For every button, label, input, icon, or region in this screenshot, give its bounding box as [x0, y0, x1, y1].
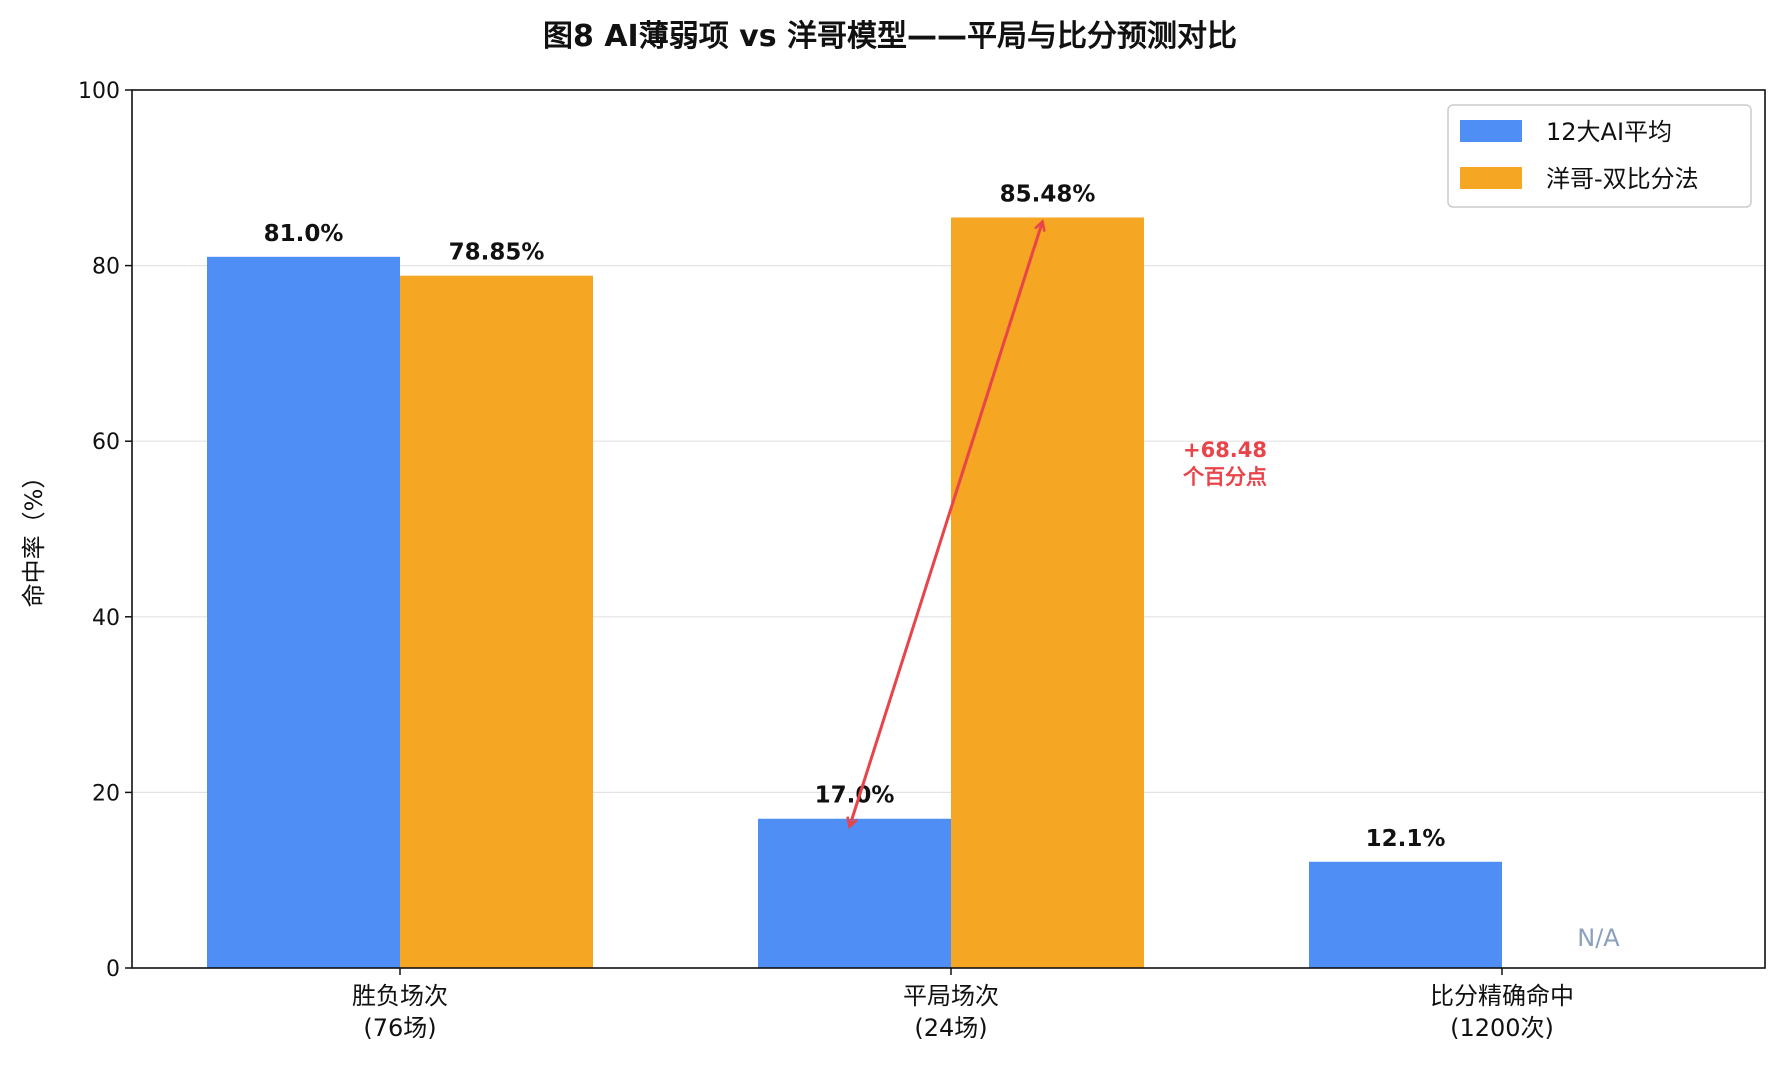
annotation-text: 个百分点 [1183, 465, 1267, 489]
bar [1309, 861, 1502, 968]
axes-layer: 0 20 40 60 80 100 胜负场次 (76场) 平局场次 (24场) 比分精确命中 (120… [78, 79, 1766, 1042]
legend-box [1447, 104, 1752, 208]
data-label: 17.0% [815, 783, 895, 809]
x-tick-label: 胜负场次 [352, 982, 448, 1010]
y-tick-label: 40 [92, 606, 120, 631]
labels-layer: 81.0% 17.0% 12.1% 78.85% 85.48% N/A [264, 181, 1621, 952]
data-label: 81.0% [264, 221, 344, 247]
annotation-layer: +68.48 个百分点 [850, 221, 1267, 826]
annotation-text: +68.48 [1183, 438, 1267, 462]
y-tick-label: 100 [78, 79, 120, 104]
legend-label: 12大AI平均 [1546, 118, 1672, 146]
bar [400, 275, 593, 968]
data-label: 85.48% [1000, 181, 1096, 207]
legend-label: 洋哥-双比分法 [1546, 165, 1699, 193]
x-tick-label: 平局场次 [903, 982, 999, 1010]
x-tick-label: 比分精确命中 [1430, 982, 1574, 1010]
annotation-arrow [850, 221, 1043, 826]
legend-swatch [1460, 167, 1522, 189]
legend-swatch [1460, 120, 1522, 142]
na-label: N/A [1577, 924, 1620, 952]
y-tick-label: 80 [92, 255, 120, 280]
x-tick-label: (76场) [363, 1014, 436, 1042]
y-tick-label: 0 [106, 957, 120, 982]
y-tick-label: 60 [92, 430, 120, 455]
data-label: 78.85% [449, 240, 545, 266]
y-tick-label: 20 [92, 781, 120, 806]
data-label: 12.1% [1366, 826, 1446, 852]
plot-frame [131, 89, 1766, 969]
chart-title: 图8 AI薄弱项 vs 洋哥模型——平局与比分预测对比 [543, 19, 1237, 54]
bar [951, 217, 1144, 968]
bars-layer [207, 217, 1502, 968]
x-tick-label: (24场) [914, 1014, 987, 1042]
bar [207, 256, 400, 968]
y-axis-label: 命中率（%） [20, 465, 48, 608]
bar [758, 818, 951, 968]
x-tick-label: (1200次) [1450, 1014, 1554, 1042]
